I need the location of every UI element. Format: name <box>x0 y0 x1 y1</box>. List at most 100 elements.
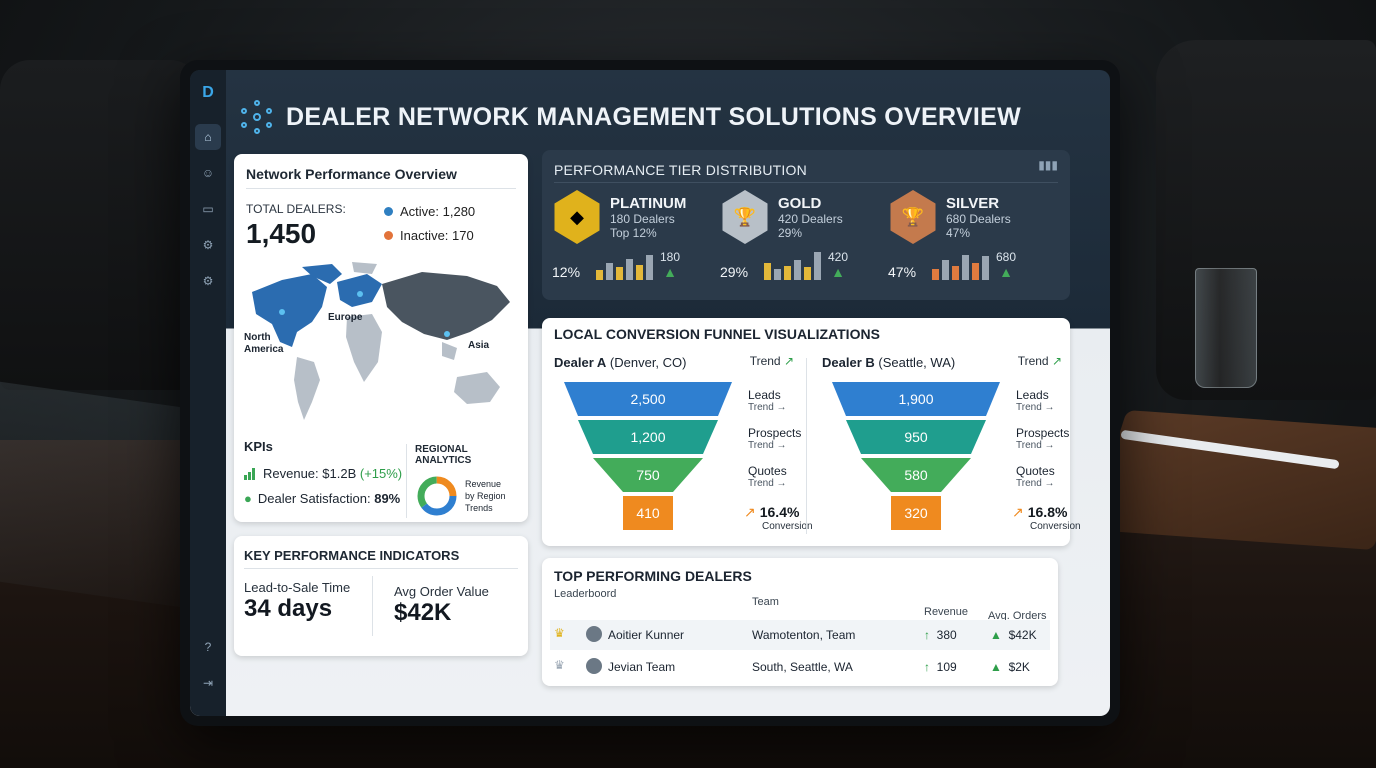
regional-donut-icon <box>417 476 457 516</box>
tier-bar <box>606 263 613 280</box>
help-icon[interactable]: ? <box>204 640 212 654</box>
funnel-card-title: LOCAL CONVERSION FUNNEL VISUALIZATIONS <box>554 326 880 342</box>
table-row[interactable]: ♛ Aoitier Kunner Wamotenton, Team ↑ 380 … <box>550 620 1050 650</box>
tier-pct: 12% <box>552 264 581 280</box>
regional-analytics[interactable]: REGIONAL ANALYTICS Revenue by Region Tre… <box>406 444 524 518</box>
dealer-orders: ▲ $42K <box>990 628 1037 642</box>
sidebar-messages-icon[interactable]: ▭ <box>202 202 214 216</box>
regional-line-2: by Region <box>465 491 506 501</box>
tier-bar <box>804 267 811 280</box>
leaderboard-subtitle: Leaderboord <box>554 588 617 600</box>
people-icon: ● <box>244 491 252 506</box>
network-performance-card: Network Performance Overview TOTAL DEALE… <box>234 154 528 522</box>
dealer-funnel-header: Dealer B (Seattle, WA) Trend ↗ <box>822 354 1062 372</box>
map-label-europe: Europe <box>328 312 363 323</box>
tier-mini-bars <box>764 250 824 280</box>
tier-silver[interactable]: 🏆 SILVER 680 Dealers 47% 47% 680 ▲ <box>888 190 1054 280</box>
bar-chart-icon <box>244 467 256 480</box>
avg-order-label: Avg Order Value <box>394 584 489 599</box>
tier-badge-icon: ◆ <box>554 190 600 244</box>
world-map[interactable]: North America Europe Asia <box>242 262 522 432</box>
header-team: Team <box>752 596 779 608</box>
dealer-name: Aoitier Kunner <box>608 628 685 642</box>
dealer-name: Jevian Team <box>608 660 676 674</box>
avg-order-value: $42K <box>394 599 452 626</box>
inactive-dot-icon <box>384 231 393 240</box>
tier-bar <box>982 256 989 280</box>
tier-bar <box>814 252 821 280</box>
map-label-north-america-2: America <box>244 344 284 355</box>
satisfaction-kpi: ● Dealer Satisfaction: 89% <box>244 491 401 506</box>
funnel-layer[interactable]: 750 <box>593 458 703 492</box>
funnel-layer[interactable]: 2,500 <box>564 382 732 416</box>
tier-bar <box>616 267 623 280</box>
trend-up-icon: ▲ <box>831 264 845 280</box>
tier-value: 680 <box>996 250 1017 264</box>
conversion-funnel-card: LOCAL CONVERSION FUNNEL VISUALIZATIONS D… <box>542 318 1081 546</box>
tier-pct: 47% <box>888 264 917 280</box>
total-dealers-label: TOTAL DEALERS: <box>246 202 346 216</box>
tier-bar <box>952 266 959 280</box>
network-hub-icon <box>240 100 274 134</box>
tier-card-title: PERFORMANCE TIER DISTRIBUTION <box>554 162 807 178</box>
revenue-kpi: Revenue: $1.2B (+15%) <box>244 466 404 481</box>
tier-name: SILVER <box>946 194 1000 212</box>
lead-to-sale-value: 34 days <box>244 595 333 622</box>
regional-line-1: Revenue <box>465 479 502 489</box>
sidebar-users-icon[interactable]: ☺ <box>201 166 215 180</box>
dealer-trend[interactable]: Trend ↗ <box>749 354 794 368</box>
tier-bar <box>764 263 771 280</box>
tier-bar <box>636 265 643 280</box>
tier-bar <box>962 255 969 280</box>
kpi-card-title: KEY PERFORMANCE INDICATORS <box>244 548 460 563</box>
logout-icon[interactable]: ⇥ <box>202 676 214 690</box>
active-dot-icon <box>384 207 393 216</box>
sidebar: D ⌂ ☺ ▭ ⚙ ⚙ ? ⇥ <box>190 70 226 716</box>
map-label-north-america: North <box>244 332 271 343</box>
trend-up-icon: ▲ <box>663 264 677 280</box>
tier-bar <box>794 260 801 280</box>
page-title: DEALER NETWORK MANAGEMENT SOLUTIONS OVER… <box>286 102 1021 131</box>
lead-to-sale-label: Lead-to-Sale Time <box>244 580 351 595</box>
funnel-layer[interactable]: 410 <box>623 496 673 530</box>
dealer-trend[interactable]: Trend ↗ <box>1017 354 1062 368</box>
sidebar-gear-icon[interactable]: ⚙ <box>202 274 214 288</box>
funnel-layer[interactable]: 1,200 <box>578 420 718 454</box>
tier-gold[interactable]: 🏆 GOLD 420 Dealers 29% 29% 420 ▲ <box>720 190 886 280</box>
sidebar-settings-icon[interactable]: ⚙ <box>202 238 214 252</box>
tier-platinum[interactable]: ◆ PLATINUM 180 Dealers Top 12% 12% 180 ▲ <box>552 190 718 280</box>
funnel-layer[interactable]: 1,900 <box>832 382 1000 416</box>
funnel-layer[interactable]: 580 <box>861 458 971 492</box>
regional-analytics-title: REGIONAL ANALYTICS <box>415 444 472 466</box>
tier-badge-icon: 🏆 <box>722 190 768 244</box>
header-revenue: Revenue <box>924 606 969 618</box>
dealer-funnel-title: Dealer A (Denver, CO) <box>554 355 687 370</box>
gold-crown-icon: ♛ <box>554 626 565 640</box>
tablet-device: D ⌂ ☺ ▭ ⚙ ⚙ ? ⇥ DEALER NETWORK MANAGEMEN… <box>180 60 1120 726</box>
dealer-revenue: ↑ 109 <box>924 660 957 674</box>
network-card-title: Network Performance Overview <box>246 166 457 182</box>
funnel-layer[interactable]: 320 <box>891 496 941 530</box>
tier-badge-icon: 🏆 <box>890 190 936 244</box>
tier-distribution-card: PERFORMANCE TIER DISTRIBUTION ▮▮▮ ◆ PLATI… <box>542 150 1070 300</box>
chart-menu-icon[interactable]: ▮▮▮ <box>1038 158 1058 172</box>
tier-bar <box>932 269 939 280</box>
dealer-funnel-title: Dealer B (Seattle, WA) <box>822 355 956 370</box>
regional-line-3: Trends <box>465 503 493 513</box>
top-dealers-card: TOP PERFORMING DEALERS Leaderboord Team … <box>542 558 1058 686</box>
dealer-funnel-header: Dealer A (Denver, CO) Trend ↗ <box>554 354 794 372</box>
avatar <box>586 626 602 642</box>
tier-pct: 29% <box>720 264 749 280</box>
tier-value: 180 <box>660 250 681 264</box>
tier-bar <box>942 260 949 280</box>
table-row[interactable]: ♛ Jevian Team South, Seattle, WA ↑ 109 ▲… <box>550 652 1050 682</box>
background-water-glass <box>1195 268 1257 388</box>
sidebar-home-icon[interactable]: ⌂ <box>195 124 221 150</box>
top-dealers-title: TOP PERFORMING DEALERS <box>554 568 752 584</box>
funnel-stage-label: Prospects Trend → <box>1016 426 1070 451</box>
tier-mini-bars <box>596 250 656 280</box>
silver-crown-icon: ♛ <box>554 658 565 672</box>
funnel-layer[interactable]: 950 <box>846 420 986 454</box>
tier-dealers: 680 Dealers <box>946 211 1011 226</box>
kpis-section: KPIs Revenue: $1.2B (+15%) ● Dealer Sati… <box>244 439 404 516</box>
